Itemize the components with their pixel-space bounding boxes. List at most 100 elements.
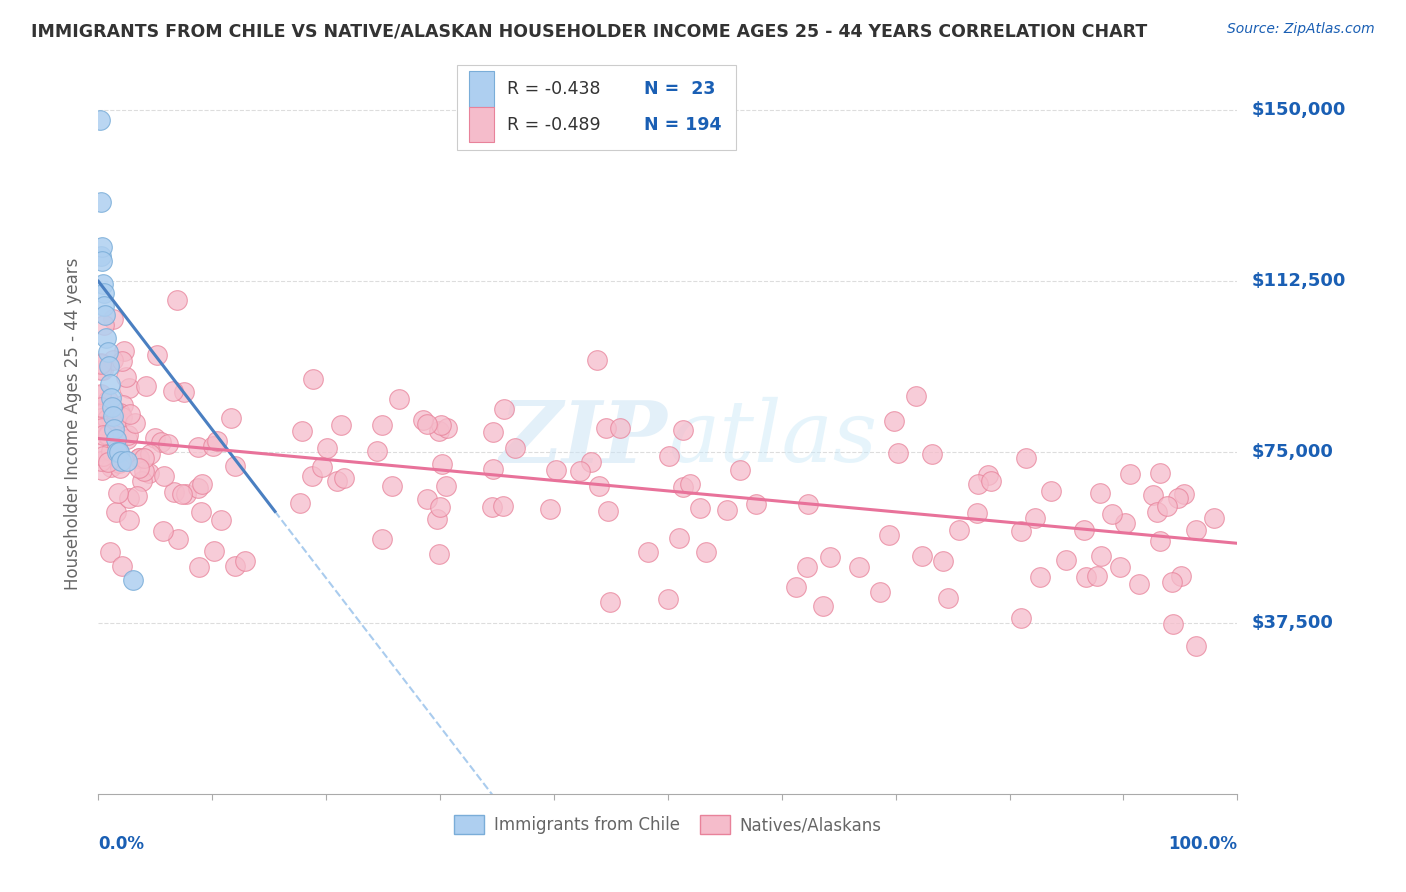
Point (138, 466, 160, 480)
Point (118, 513, 141, 527)
Point (110, 461, 132, 475)
Point (579, 454, 602, 468)
Point (301, 468, 323, 483)
Point (202, 544, 225, 558)
Point (482, 461, 505, 475)
Point (427, 424, 450, 438)
Point (716, 503, 738, 517)
Point (1024, 511, 1046, 525)
Text: $75,000: $75,000 (1251, 443, 1333, 461)
Point (128, 461, 150, 475)
Point (97, 392, 120, 407)
Point (93, 285, 115, 300)
Point (124, 417, 146, 431)
Point (103, 402, 125, 417)
Point (101, 353, 124, 368)
Point (329, 417, 352, 432)
Point (481, 500, 503, 514)
Point (90, 356, 112, 370)
Point (90, 194, 112, 209)
Point (98, 376, 121, 391)
Point (156, 436, 179, 450)
Point (491, 500, 513, 514)
Point (1090, 549, 1112, 564)
Point (90, 249, 112, 263)
Point (672, 480, 695, 494)
Point (595, 420, 617, 434)
Point (111, 410, 134, 425)
Point (97, 455, 120, 469)
Point (170, 487, 193, 501)
Point (134, 451, 156, 466)
Point (163, 485, 186, 500)
Text: Source: ZipAtlas.com: Source: ZipAtlas.com (1227, 22, 1375, 37)
Point (1010, 524, 1032, 538)
Point (97, 359, 120, 373)
Point (797, 497, 820, 511)
Point (145, 431, 167, 445)
Point (302, 371, 325, 385)
Point (1101, 507, 1123, 521)
Point (224, 459, 246, 474)
Point (105, 440, 128, 454)
Point (381, 479, 404, 493)
Point (100, 391, 122, 405)
Point (96, 427, 118, 442)
Point (1204, 511, 1226, 525)
Point (91, 277, 114, 291)
Point (90, 420, 112, 434)
Point (921, 447, 943, 461)
Point (219, 411, 242, 425)
Point (948, 523, 970, 537)
Point (108, 456, 131, 470)
Point (91, 428, 114, 442)
Point (108, 446, 131, 460)
Point (103, 422, 125, 436)
Text: N =  23: N = 23 (644, 80, 716, 98)
Text: R = -0.438: R = -0.438 (508, 80, 600, 98)
Point (326, 475, 349, 489)
Point (569, 464, 592, 478)
Point (1040, 483, 1063, 498)
Point (877, 528, 900, 542)
Point (188, 560, 211, 574)
Point (233, 554, 256, 568)
Point (90, 253, 112, 268)
Point (311, 460, 333, 475)
Point (388, 392, 411, 406)
Point (658, 449, 681, 463)
Point (118, 491, 141, 505)
Point (1054, 552, 1077, 566)
Point (818, 550, 841, 565)
Point (112, 343, 135, 358)
Point (97, 428, 120, 442)
Point (1173, 487, 1195, 501)
Point (90, 387, 112, 401)
Point (162, 384, 184, 399)
Point (96, 345, 118, 359)
Point (90, 363, 112, 377)
Point (430, 457, 453, 471)
Point (111, 452, 134, 467)
Legend: Immigrants from Chile, Natives/Alaskans: Immigrants from Chile, Natives/Alaskans (447, 808, 889, 841)
Point (1114, 516, 1136, 530)
Point (121, 573, 143, 587)
Point (100, 460, 122, 475)
Point (166, 293, 188, 307)
Point (1010, 611, 1032, 625)
Point (153, 469, 176, 483)
Point (105, 445, 128, 459)
Point (118, 407, 141, 421)
Point (1108, 559, 1130, 574)
Point (94, 309, 117, 323)
Point (90, 400, 112, 414)
Point (290, 424, 312, 438)
FancyBboxPatch shape (468, 71, 494, 107)
Point (599, 595, 621, 609)
Text: 100.0%: 100.0% (1168, 835, 1237, 853)
Text: ZIP: ZIP (501, 397, 668, 480)
Point (1085, 568, 1108, 582)
Point (785, 580, 807, 594)
Point (869, 585, 891, 599)
Point (89, 112, 111, 127)
